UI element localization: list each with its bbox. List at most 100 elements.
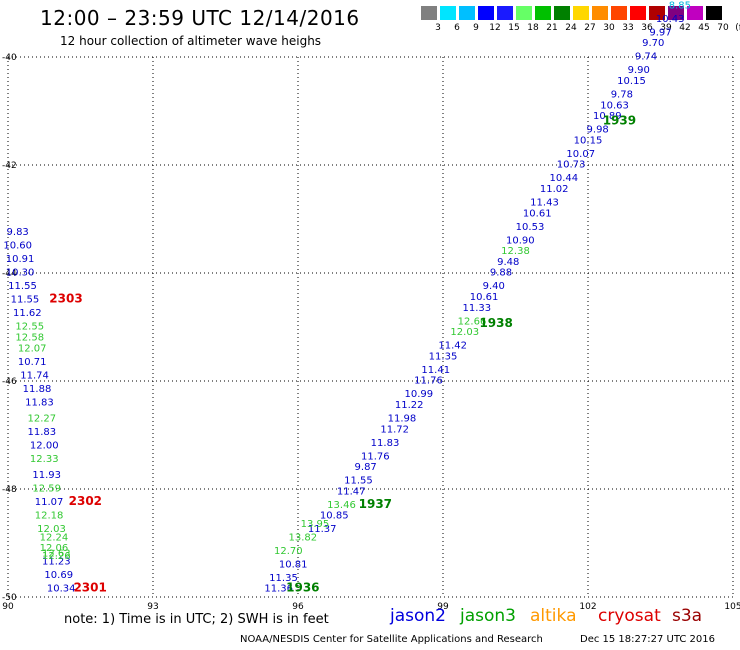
jason3-point: 13.95 <box>301 519 330 530</box>
x-tick-label: 102 <box>579 602 596 612</box>
jason2-point: 10.30 <box>6 268 35 279</box>
jason2-point: 11.36 <box>264 584 293 595</box>
satellite-name-jason3: jason3 <box>460 606 516 626</box>
jason2-point: 9.87 <box>355 462 377 473</box>
legend-label: 24 <box>565 23 577 33</box>
legend-label: 12 <box>489 23 501 33</box>
axis-ticks: 90 93 96 99 102 105 -40 -42 -44 -46 -48 -50 <box>2 53 740 612</box>
pass-number-label: 2303 <box>49 292 82 306</box>
legend-swatch <box>649 6 665 20</box>
x-tick-label: 93 <box>147 602 158 612</box>
legend-label: 70 <box>717 23 729 33</box>
jason2-point: 10.81 <box>279 559 308 570</box>
legend-swatch <box>592 6 608 20</box>
jason2-point: 11.42 <box>438 341 467 352</box>
jason3-point: 12.55 <box>15 322 44 333</box>
jason2-point: 11.76 <box>414 376 443 387</box>
y-tick-label: -48 <box>2 485 17 495</box>
jason3-point: 12.03 <box>37 524 66 535</box>
jason2-point: 11.35 <box>429 351 458 362</box>
chart-subtitle: 12 hour collection of altimeter wave hei… <box>60 34 322 48</box>
jason2-point: 11.33 <box>463 303 492 314</box>
legend-swatch <box>440 6 456 20</box>
pass-labels: 2303 2302 2301 1936 1937 1938 1939 <box>49 114 636 595</box>
jason3-point: 12.06 <box>40 543 69 554</box>
jason3-point: 13.46 <box>327 500 356 511</box>
legend-label: 39 <box>660 23 672 33</box>
legend-label: 15 <box>508 23 520 33</box>
jason2-point: 9.98 <box>587 125 609 136</box>
jason2-point: 10.15 <box>574 135 603 146</box>
jason2-point: 10.73 <box>557 160 586 171</box>
jason2-point: 11.47 <box>337 486 366 497</box>
jason2-point: 12.00 <box>30 441 59 452</box>
jason2-point: 9.40 <box>483 281 505 292</box>
jason2-point: 11.55 <box>11 295 40 306</box>
pass-number-label: 1936 <box>286 581 319 595</box>
jason3-point: 12.24 <box>40 532 69 543</box>
jason3-point: 12.27 <box>28 414 57 425</box>
legend-swatch <box>478 6 494 20</box>
jason2-point: 9.78 <box>611 90 633 101</box>
jason3-point: 12.03 <box>450 327 479 338</box>
jason2-point: 10.60 <box>3 241 32 252</box>
legend-swatch <box>687 6 703 20</box>
jason3-point: 12.26 <box>42 551 71 562</box>
legend-swatch <box>706 6 722 20</box>
jason3-point: 12.33 <box>30 454 59 465</box>
legend-swatch <box>611 6 627 20</box>
legend-label: 3 <box>435 23 441 33</box>
chart-title: 12:00 – 23:59 UTC 12/14/2016 <box>40 6 360 30</box>
legend-label: 36 <box>641 23 653 33</box>
legend-swatch <box>668 6 684 20</box>
jason2-point: 11.41 <box>421 365 450 376</box>
jason2-point: 11.72 <box>380 424 409 435</box>
jason2-point: 10.71 <box>18 357 47 368</box>
jason3-point: 12.58 <box>15 333 44 344</box>
jason2-point: 11.98 <box>388 414 417 425</box>
data-points: 9.83 10.60 10.91 10.30 11.55 11.55 11.62 10.71 1… <box>3 0 698 595</box>
footnote: note: 1) Time is in UTC; 2) SWH is in fe… <box>64 612 329 627</box>
jason3-point: 12.63 <box>42 549 71 560</box>
jason2-point: 11.43 <box>530 198 559 209</box>
jason2-point: 11.93 <box>32 470 61 481</box>
jason2-point: 11.37 <box>308 524 337 535</box>
jason2-point: 10.61 <box>470 292 499 303</box>
jason2-point: 10.34 <box>47 584 76 595</box>
jason2-point: 10.89 <box>593 111 622 122</box>
legend-swatch <box>516 6 532 20</box>
legend-swatch <box>421 6 437 20</box>
jason2-point: 11.83 <box>28 427 57 438</box>
jason2-point: 10.07 <box>566 149 595 160</box>
legend-swatch <box>554 6 570 20</box>
jason3-point: 12.70 <box>274 546 303 557</box>
legend-swatch <box>497 6 513 20</box>
jason2-point: 10.63 <box>600 100 629 111</box>
jason2-point: 10.44 <box>550 173 579 184</box>
legend-swatch <box>573 6 589 20</box>
jason2-point: 9.83 <box>7 227 29 238</box>
legend-swatch <box>535 6 551 20</box>
generated-timestamp: Dec 15 18:27:27 UTC 2016 <box>580 634 715 645</box>
jason2-point: 11.35 <box>269 573 298 584</box>
legend-label: 21 <box>546 23 558 33</box>
jason3-point: 12.38 <box>501 246 530 257</box>
jason2-point: 11.07 <box>35 497 64 508</box>
jason2-point: 9.48 <box>497 257 519 268</box>
legend-label: 42 <box>679 23 691 33</box>
jason2-point: 9.90 <box>628 65 650 76</box>
satellite-name-cryosat: cryosat <box>598 606 661 626</box>
pass-number-label: 1939 <box>603 114 636 128</box>
legend-swatch <box>459 6 475 20</box>
jason2-point: 11.22 <box>395 400 424 411</box>
altika-point: 8.68 <box>676 0 698 1</box>
jason2-point: 10.53 <box>516 222 545 233</box>
jason2-point: 9.97 <box>649 27 671 38</box>
jason2-point: 11.62 <box>13 308 42 319</box>
legend-label: (ft) <box>735 23 740 33</box>
x-tick-label: 99 <box>437 602 449 612</box>
jason3-point: 12.18 <box>35 511 64 522</box>
jason3-point: 13.82 <box>289 532 318 543</box>
legend-swatch <box>630 6 646 20</box>
